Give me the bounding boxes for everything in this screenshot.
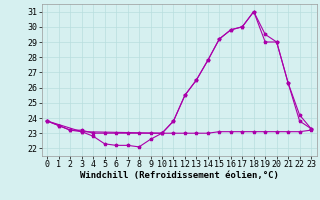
X-axis label: Windchill (Refroidissement éolien,°C): Windchill (Refroidissement éolien,°C) (80, 171, 279, 180)
